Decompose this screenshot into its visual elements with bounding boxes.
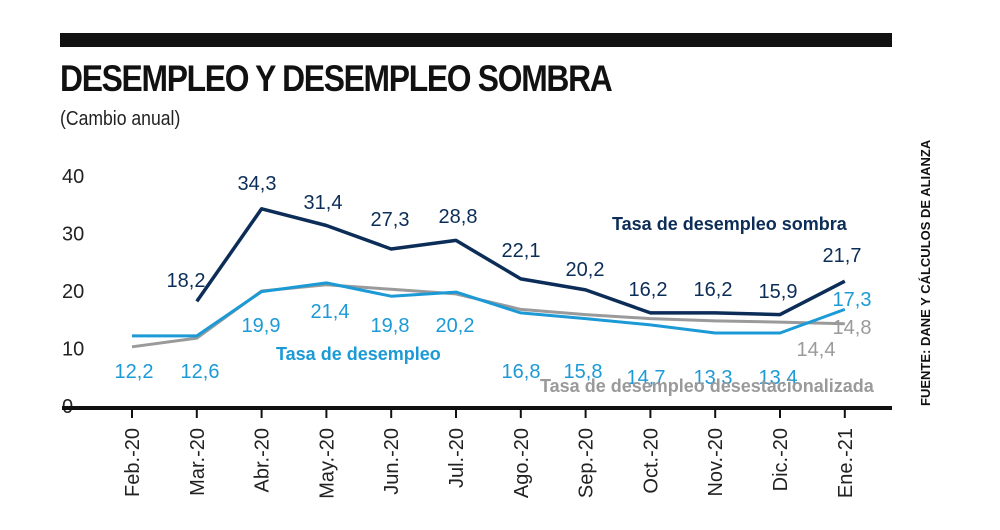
data-label-desempleo: 19,9: [242, 315, 281, 337]
data-label-desempleo: 19,8: [371, 315, 410, 337]
series-line-desempleo: [132, 281, 846, 338]
data-label-desempleo: 12,6: [181, 361, 220, 383]
y-tick-label: 10: [62, 339, 84, 361]
y-tick-label: 40: [62, 166, 84, 188]
chart-title: DESEMPLEO Y DESEMPLEO SOMBRA: [60, 58, 613, 99]
series-label-desestacionalizada: Tasa de desempleo desestacionalizada: [540, 376, 875, 396]
x-tick-label: Feb.-20: [122, 428, 144, 497]
data-label-sombra: 22,1: [502, 240, 541, 262]
y-tick-label: 30: [62, 224, 84, 246]
data-label-sombra: 15,9: [759, 281, 798, 303]
x-tick-label: Ago.-20: [511, 428, 533, 498]
data-label-desempleo: 21,4: [311, 301, 350, 323]
data-label-desempleo: 13,3: [694, 367, 733, 389]
x-tick-label: Sep.-20: [576, 428, 598, 498]
x-tick-label: Nov.-20: [705, 428, 727, 497]
data-label-desempleo: 17,3: [833, 289, 872, 311]
data-label-desestacionalizada: 14,8: [833, 317, 872, 339]
data-label-sombra: 34,3: [238, 173, 277, 195]
series-line-sombra: [195, 207, 846, 317]
x-tick-label: Oct.-20: [640, 428, 662, 494]
y-tick-label: 20: [62, 281, 84, 303]
x-tick-label: May.-20: [316, 428, 338, 499]
data-label-desestacionalizada: 14,4: [797, 339, 836, 361]
data-label-desempleo: 14,7: [627, 367, 666, 389]
series-label-desempleo: Tasa de desempleo: [276, 344, 441, 364]
x-tick-label: Mar.-20: [187, 428, 209, 496]
chart-subtitle: (Cambio anual): [60, 108, 181, 130]
data-label-sombra: 18,2: [167, 270, 206, 292]
data-label-sombra: 21,7: [823, 245, 862, 267]
data-label-sombra: 16,2: [629, 279, 668, 301]
data-label-sombra: 16,2: [694, 279, 733, 301]
data-label-desempleo: 16,8: [502, 361, 541, 383]
x-tick-label: Ene.-21: [835, 428, 857, 498]
data-label-desempleo: 12,2: [115, 361, 154, 383]
data-label-sombra: 31,4: [304, 192, 343, 214]
data-label-sombra: 28,8: [439, 206, 478, 228]
data-label-sombra: 20,2: [566, 259, 605, 281]
x-tick-label: Dic.-20: [770, 428, 792, 491]
data-label-sombra: 27,3: [371, 209, 410, 231]
x-tick-label: Jul.-20: [446, 428, 468, 488]
x-tick-label: Jun.-20: [381, 428, 403, 495]
data-label-desempleo: 15,8: [564, 361, 603, 383]
top-rule: [60, 33, 892, 47]
series-line-desestacionalizada: [131, 283, 845, 349]
data-label-desempleo: 20,2: [436, 315, 475, 337]
data-label-desempleo: 13,4: [759, 367, 798, 389]
series-label-sombra: Tasa de desempleo sombra: [612, 214, 848, 234]
x-tick-label: Abr.-20: [252, 428, 274, 492]
